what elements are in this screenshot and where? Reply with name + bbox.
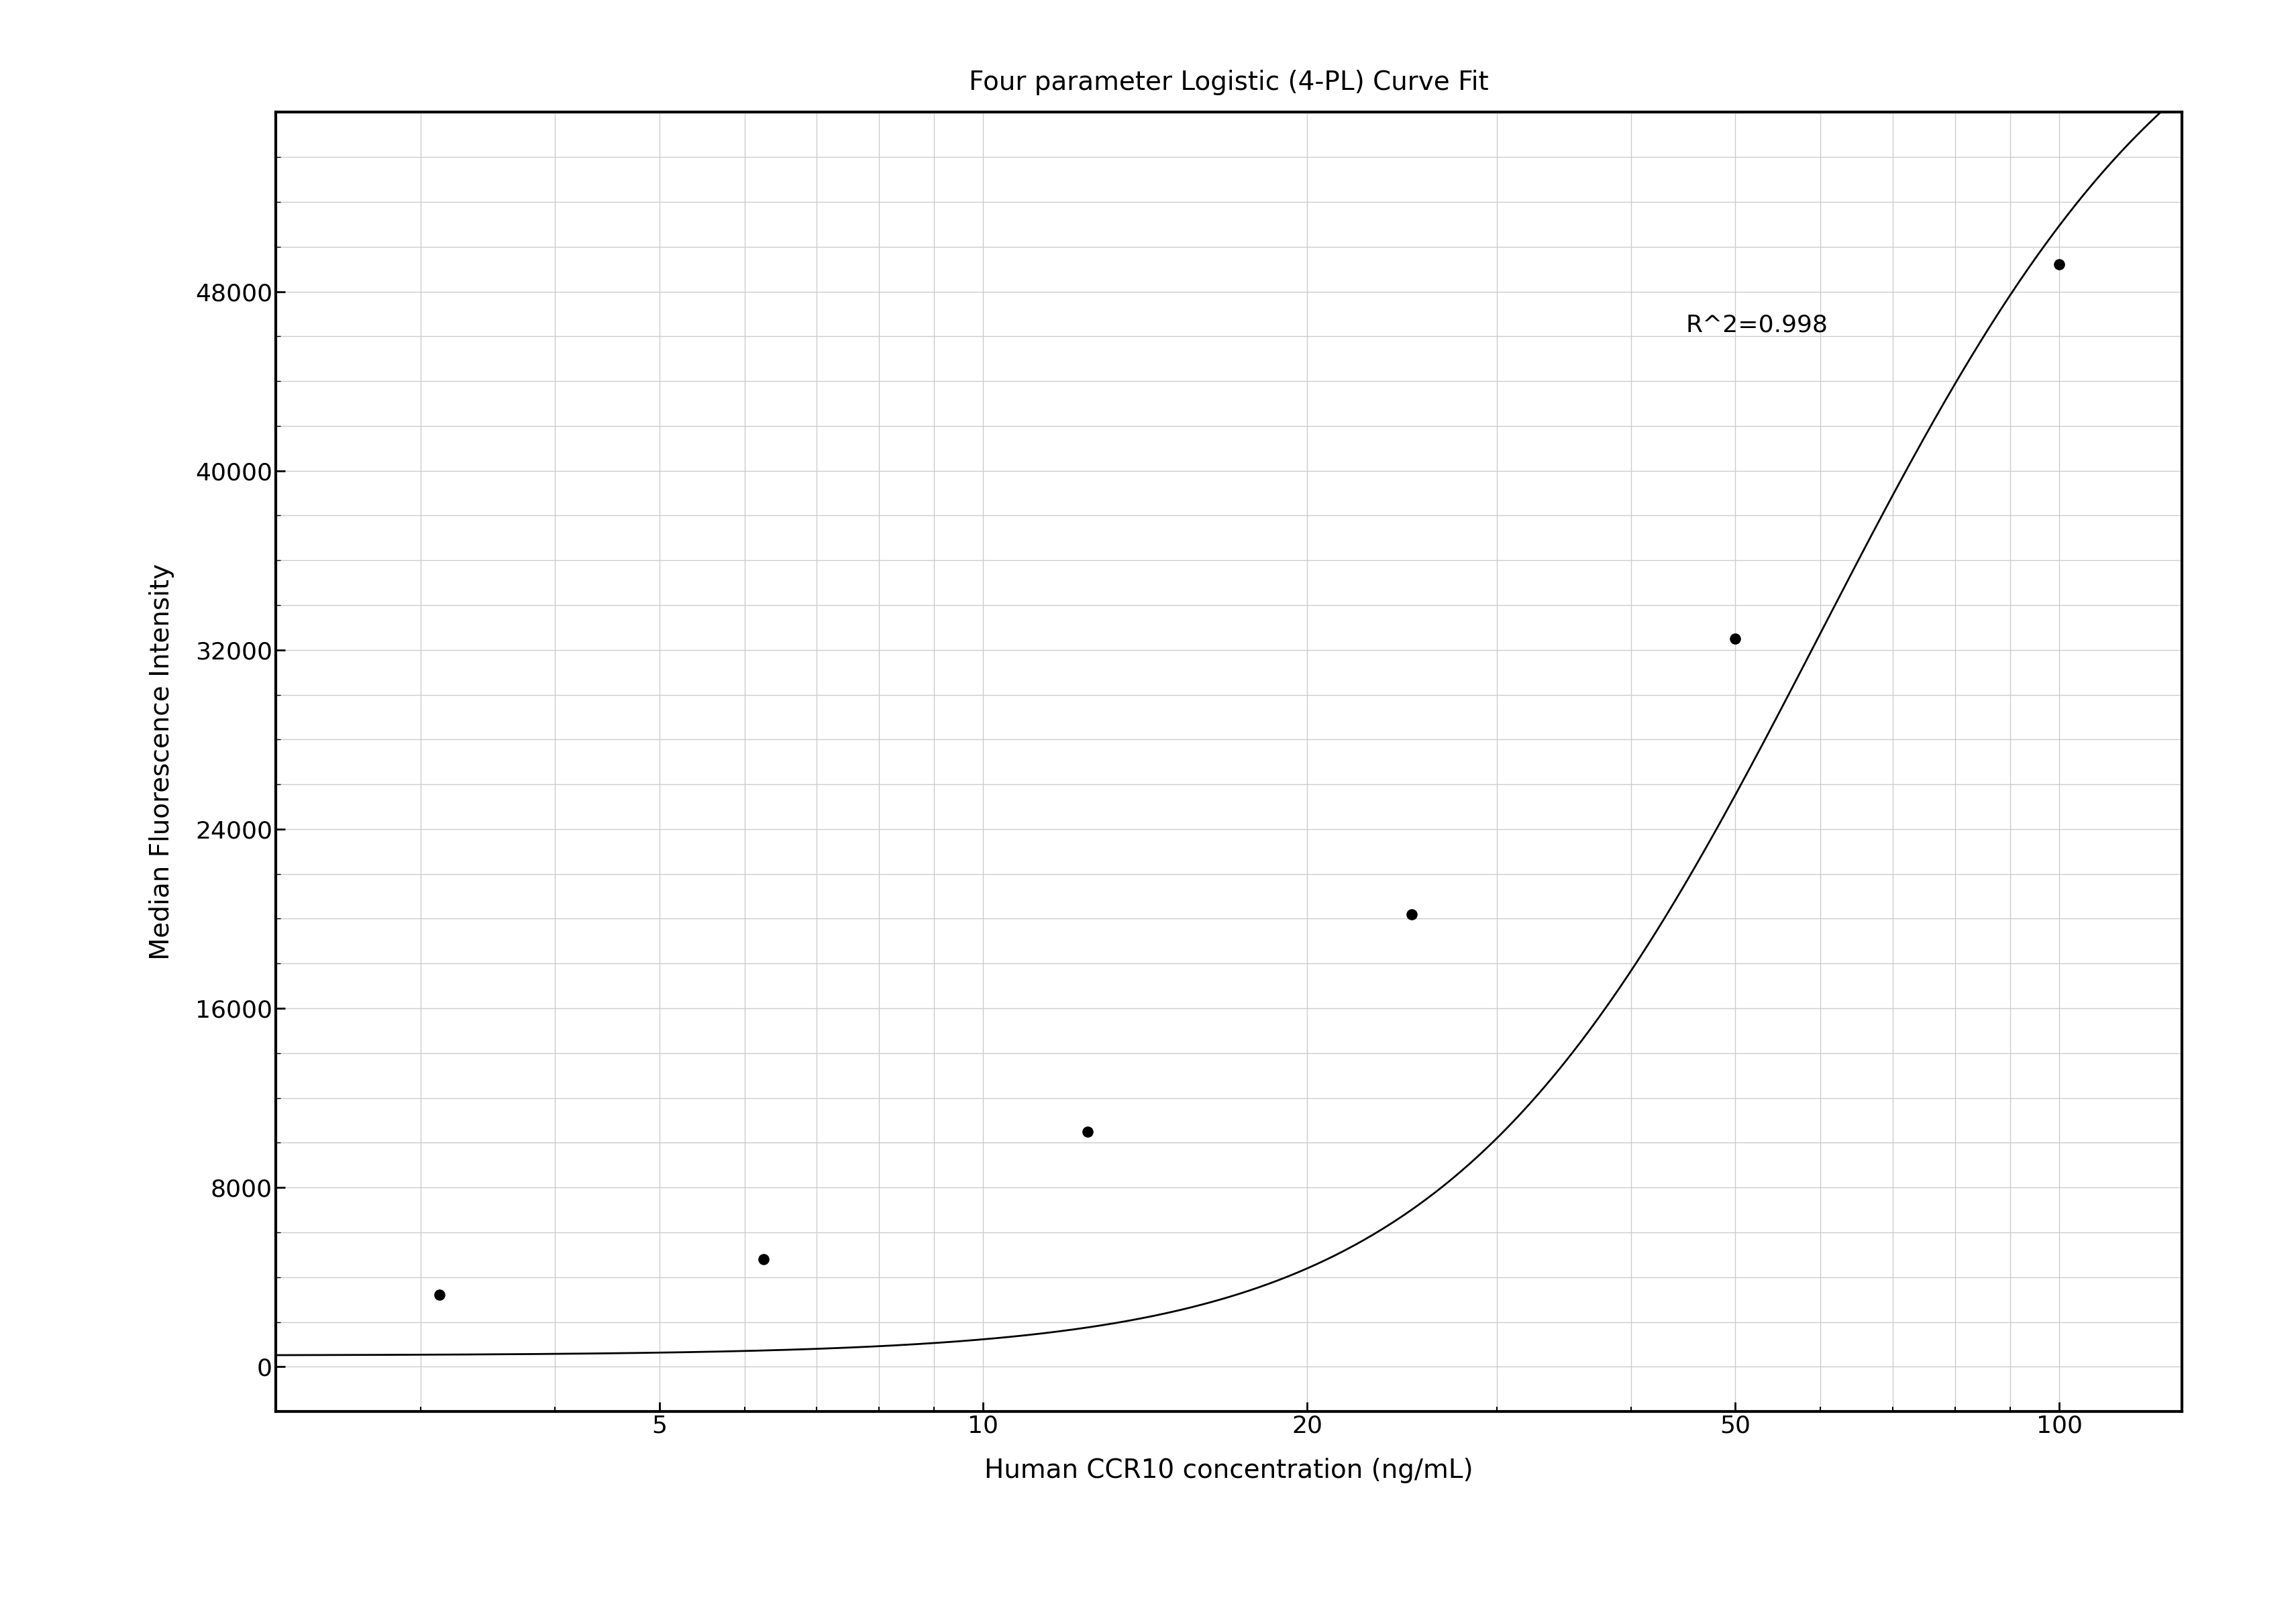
Title: Four parameter Logistic (4-PL) Curve Fit: Four parameter Logistic (4-PL) Curve Fit [969,71,1488,95]
Point [1068,1118,1104,1144]
Point [1394,901,1430,927]
Y-axis label: Median Fluorescence Intensity: Median Fluorescence Intensity [149,563,174,961]
X-axis label: Human CCR10 concentration (ng/mL): Human CCR10 concentration (ng/mL) [985,1458,1472,1484]
Point [744,1246,781,1272]
Point [2041,252,2078,277]
Point [1717,626,1754,651]
Point [420,1282,457,1307]
Text: R^2=0.998: R^2=0.998 [1685,314,1828,337]
